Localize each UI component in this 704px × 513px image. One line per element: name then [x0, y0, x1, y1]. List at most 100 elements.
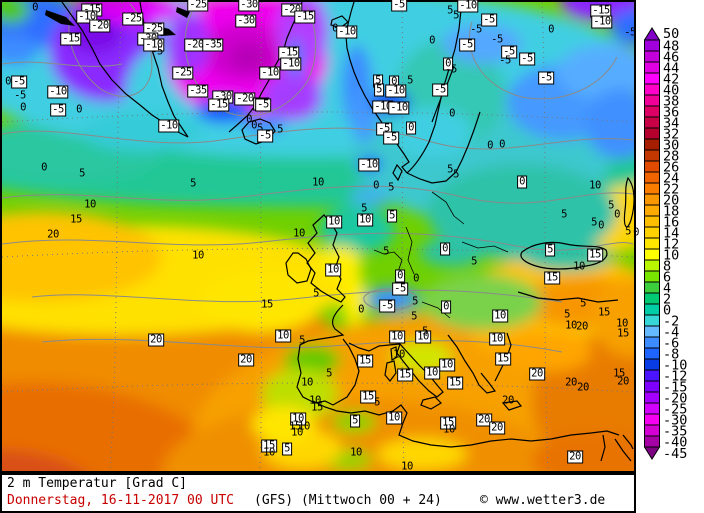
- temp-label: 5: [580, 297, 586, 310]
- colorbar-label: -15: [663, 380, 687, 396]
- colorbar-cell: [644, 127, 660, 140]
- temp-label: 10: [490, 332, 504, 345]
- temp-label: 5: [388, 181, 394, 194]
- colorbar-top-arrow: [644, 27, 661, 41]
- temp-label: 15: [613, 367, 625, 380]
- temp-label: -5: [12, 75, 26, 88]
- temp-label: 20: [577, 381, 589, 394]
- temperature-field-blob: [350, 186, 390, 208]
- temp-label: -25: [144, 22, 164, 35]
- temp-label: 10: [192, 249, 204, 262]
- temp-label: -30: [239, 0, 259, 11]
- colorbar-label: 20: [663, 193, 679, 209]
- colorbar-label: 12: [663, 237, 679, 253]
- temp-label: -20: [235, 92, 255, 105]
- colorbar-label: 6: [663, 270, 671, 286]
- temp-label: 20: [477, 413, 491, 426]
- temperature-field-blob: [442, 24, 522, 64]
- temperature-field-blob: [427, 164, 617, 260]
- colorbar-label: 48: [663, 39, 679, 55]
- colorbar-label: 28: [663, 149, 679, 165]
- temp-label: 0: [358, 303, 364, 316]
- colorbar-label: -35: [663, 424, 687, 440]
- temp-label: 10: [293, 227, 305, 240]
- temp-label: 20: [617, 375, 629, 388]
- temp-label: -5: [151, 45, 163, 58]
- temp-label: 10: [573, 260, 585, 273]
- colorbar-label: 4: [663, 281, 671, 297]
- temp-label: -5: [520, 52, 534, 65]
- temp-label: -5: [539, 71, 553, 84]
- temp-label: 20: [530, 367, 544, 380]
- temp-label: 0: [518, 175, 526, 188]
- colorbar-cell: [644, 369, 660, 382]
- temp-label: -5: [491, 33, 503, 46]
- temp-label: -10: [159, 119, 179, 132]
- colorbar-cell: [644, 39, 660, 52]
- temperature-field-blob: [585, 89, 634, 159]
- colorbar-cell: [644, 270, 660, 283]
- colorbar-cell: [644, 215, 660, 228]
- temp-label: -10: [144, 38, 164, 51]
- colorbar-cell: [644, 204, 660, 217]
- temp-label: 5: [412, 295, 418, 308]
- temp-label: 5: [422, 325, 428, 338]
- colorbar-cell: [644, 50, 660, 63]
- map-panel: 0 -15 -10 -20 -15 -25 -25 -30 -10 -5 -20 -35 -25 -35-…: [0, 0, 639, 473]
- temp-label: -15: [279, 46, 299, 59]
- temp-label: 5: [591, 216, 597, 229]
- temp-label: -30: [213, 90, 233, 103]
- temp-label: -30: [236, 14, 256, 27]
- temp-label: 0: [396, 269, 404, 282]
- temp-label: -15: [209, 98, 229, 111]
- temp-label: 0: [441, 242, 449, 255]
- colorbar-label: 38: [663, 94, 679, 110]
- colorbar-label: 26: [663, 160, 679, 176]
- run-datetime: Donnerstag, 16-11-2017 00 UTC: [7, 493, 234, 508]
- colorbar-label: 18: [663, 204, 679, 220]
- temp-label: 10: [443, 423, 455, 436]
- temp-label: -25: [188, 0, 208, 11]
- product-title: 2 m Temperatur [Grad C]: [7, 476, 188, 491]
- temp-label: -5: [482, 13, 496, 26]
- colorbar-cell: [644, 402, 660, 415]
- temp-label: 0: [332, 22, 338, 35]
- temp-label: 0: [633, 226, 639, 239]
- colorbar-label: 36: [663, 105, 679, 121]
- temp-label: -5: [258, 129, 272, 142]
- colorbar-cell: [644, 281, 660, 294]
- temp-label: 10: [291, 426, 303, 439]
- temp-label: -35: [188, 84, 208, 97]
- temperature-field-blob: [532, 432, 634, 471]
- temp-label: -5: [470, 23, 482, 36]
- temp-label: 0: [407, 121, 415, 134]
- colorbar-cell: [644, 193, 660, 206]
- temp-label: -5: [393, 282, 407, 295]
- temp-label: 15: [289, 420, 301, 433]
- temperature-field-blob: [2, 35, 39, 65]
- colorbar-label: -2: [663, 314, 679, 330]
- temp-label: 10: [276, 329, 290, 342]
- temp-label: 0: [449, 107, 455, 120]
- temp-label: -10: [386, 84, 406, 97]
- temp-label: -15: [61, 32, 81, 45]
- temp-label: 5: [411, 310, 417, 323]
- colorbar-cell: [644, 259, 660, 272]
- temp-label: 5: [453, 9, 459, 22]
- temperature-labels-layer: 0 -15 -10 -20 -15 -25 -25 -30 -10 -5 -20 -35 -25 -35-…: [2, 0, 639, 472]
- colorbar-label: 22: [663, 182, 679, 198]
- colorbar-label: -12: [663, 369, 687, 385]
- colorbar-label: -45: [663, 446, 687, 462]
- colorbar-cell: [644, 226, 660, 239]
- temp-label: 20: [502, 394, 514, 407]
- temp-label: 0: [614, 208, 620, 221]
- colorbar-cell: [644, 435, 660, 448]
- colorbar-cell: [644, 424, 660, 437]
- temp-label: -5: [377, 122, 391, 135]
- temp-label: 5: [447, 163, 453, 176]
- colorbar-cell: [644, 160, 660, 173]
- colorbar-cell: [644, 61, 660, 74]
- colorbar-cell: [644, 94, 660, 107]
- temp-label: 5: [564, 308, 570, 321]
